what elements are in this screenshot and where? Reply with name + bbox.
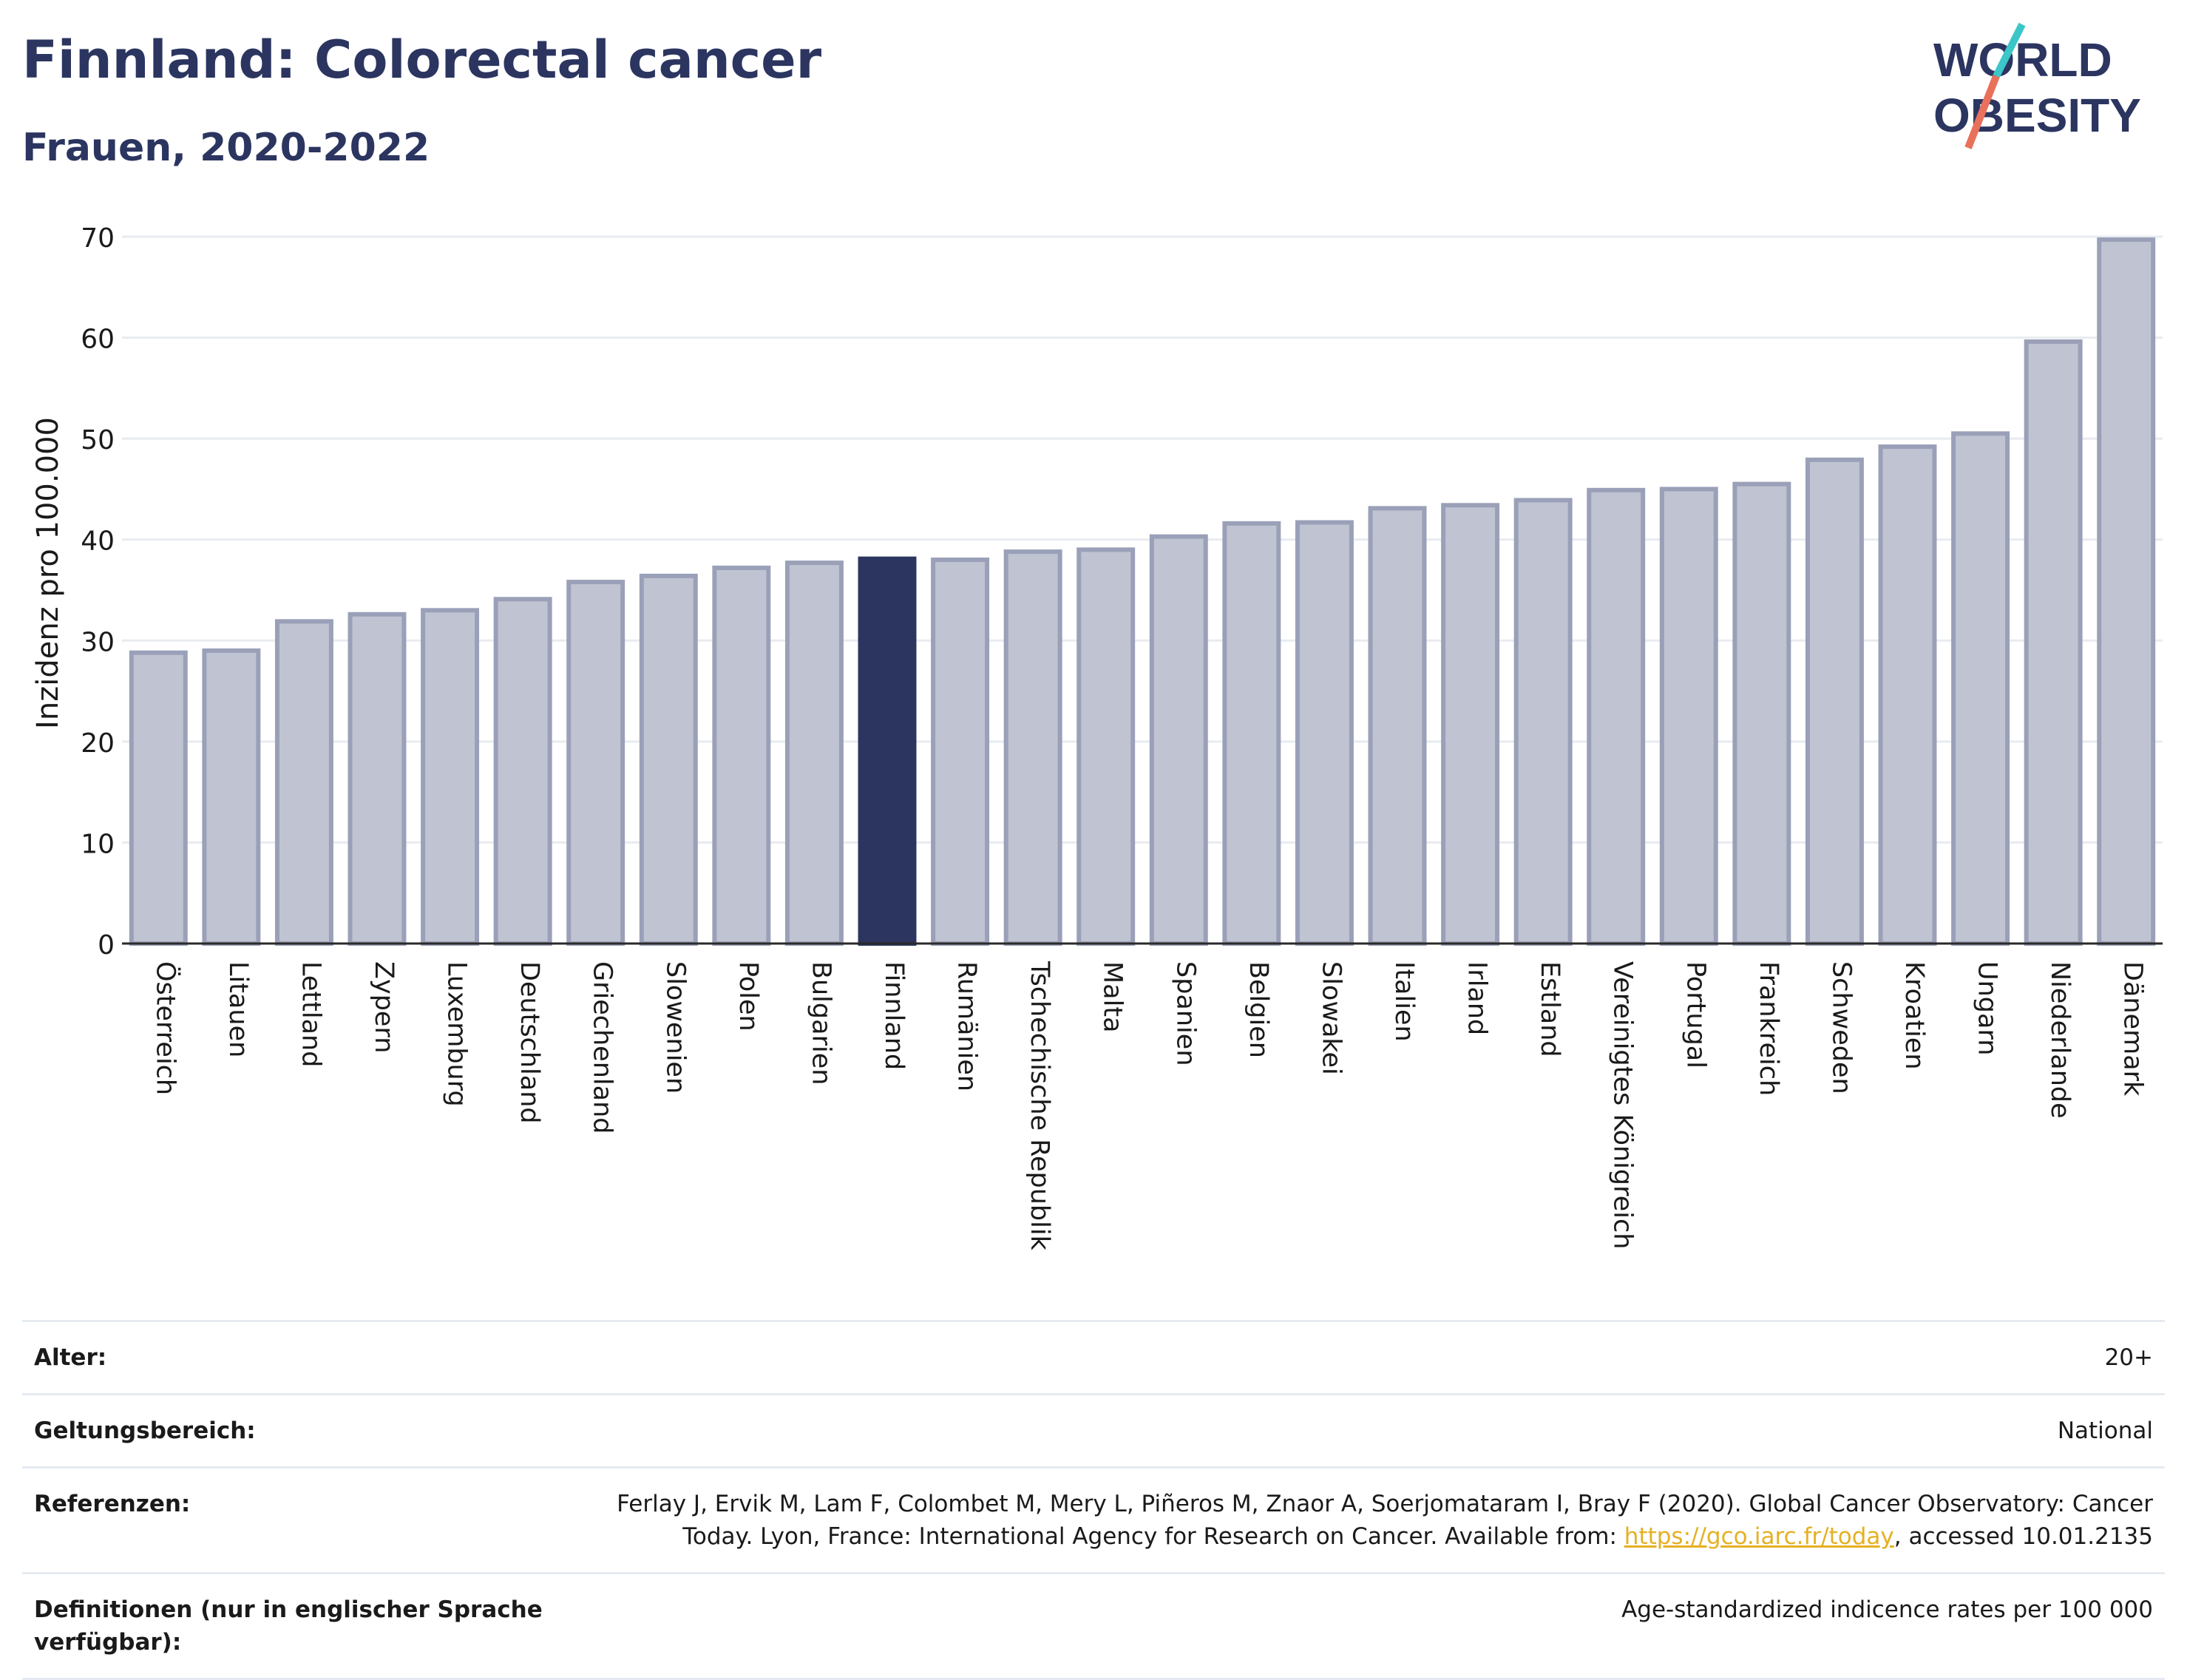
y-tick-label: 60 <box>81 325 115 355</box>
chart-bars <box>129 237 2156 946</box>
bar-portugal <box>1659 487 1718 946</box>
bar-belgien <box>1222 521 1281 946</box>
x-tick-label: Dänemark <box>2118 961 2148 1097</box>
x-tick-label: Zypern <box>369 961 399 1053</box>
logo-line2: OBESITY <box>1933 89 2141 142</box>
bar-kroatien <box>1878 444 1937 946</box>
x-tick-label: Schweden <box>1826 961 1856 1094</box>
logo-stripe-coral-icon <box>1964 75 2000 149</box>
y-tick-label: 70 <box>81 223 115 254</box>
chart-title: Finnland: Colorectal cancer <box>22 30 822 90</box>
x-tick-label: Spanien <box>1170 961 1200 1066</box>
meta-row-definitions: Definitionen (nur in englischer Sprache … <box>22 1572 2165 1680</box>
meta-key: Referenzen: <box>34 1491 191 1517</box>
x-axis-ticks: Österreich Litauen Lettland Zypern Luxemburg… <box>150 961 2147 1251</box>
meta-row-age: Alter: 20+ <box>22 1320 2165 1393</box>
x-tick-label: Polen <box>733 961 763 1032</box>
y-tick-label: 10 <box>81 829 115 859</box>
reference-link[interactable]: https://gco.iarc.fr/today <box>1624 1523 1894 1550</box>
x-tick-label: Griechenland <box>588 961 617 1134</box>
bar-polen <box>712 565 771 946</box>
bar-slowenien <box>639 573 698 946</box>
x-tick-label: Lettland <box>296 961 325 1067</box>
metadata-table: Alter: 20+ Geltungsbereich: National Ref… <box>22 1320 2165 1680</box>
meta-value: Ferlay J, Ervik M, Lam F, Colombet M, Me… <box>600 1488 2153 1553</box>
y-axis-ticks: 0 10 20 30 40 50 60 70 <box>81 223 115 961</box>
x-tick-label: Slowenien <box>660 961 690 1094</box>
reference-accessed: , accessed 10.01.2135 <box>1893 1523 2153 1550</box>
x-tick-label: Rumänien <box>952 961 982 1091</box>
y-tick-label: 20 <box>81 728 115 759</box>
y-tick-label: 40 <box>81 526 115 557</box>
bar-niederlande <box>2024 339 2083 946</box>
bar-deutschland <box>493 597 552 946</box>
reference-text: Ferlay J, Ervik M, Lam F, Colombet M, Me… <box>617 1491 2153 1550</box>
bar-ungarn <box>1951 431 2010 946</box>
x-tick-label: Irland <box>1462 961 1492 1035</box>
bar-irland <box>1441 503 1500 946</box>
x-tick-label: Vereinigtes Königreich <box>1608 961 1638 1249</box>
bar-lettland <box>274 619 333 946</box>
x-tick-label: Portugal <box>1681 961 1710 1068</box>
y-axis-label: Inzidenz pro 100.000 <box>31 417 65 729</box>
x-tick-label: Österreich <box>150 961 181 1095</box>
x-tick-label: Deutschland <box>515 961 544 1124</box>
x-tick-label: Tschechische Republik <box>1025 961 1054 1251</box>
bar-griechenland <box>566 580 625 946</box>
meta-value: 20+ <box>2104 1344 2153 1371</box>
bar-spanien <box>1149 534 1208 946</box>
x-tick-label: Niederlande <box>2045 961 2075 1119</box>
chart-subtitle: Frauen, 2020-2022 <box>22 126 430 170</box>
logo-stripe-teal-icon <box>1993 22 2026 78</box>
bar-litauen <box>202 648 261 946</box>
bar-malta <box>1076 547 1136 946</box>
meta-key: Alter: <box>34 1344 107 1371</box>
y-tick-label: 50 <box>81 425 115 455</box>
meta-value: National <box>2057 1418 2153 1444</box>
meta-row-references: Referenzen: Ferlay J, Ervik M, Lam F, Co… <box>22 1466 2165 1572</box>
bar-zypern <box>347 612 407 946</box>
x-tick-label: Luxemburg <box>442 961 472 1107</box>
x-tick-label: Bulgarien <box>806 961 835 1085</box>
bar-chart: 0 10 20 30 40 50 60 70 Österreich Litauen Lettlan… <box>31 223 2163 1251</box>
y-tick-label: 0 <box>98 930 115 961</box>
bar-österreich <box>129 650 188 946</box>
x-tick-label: Estland <box>1535 961 1564 1057</box>
x-tick-label: Kroatien <box>1899 961 1929 1070</box>
bar-italien <box>1368 506 1427 946</box>
x-tick-label: Finnland <box>879 961 909 1070</box>
bar-dänemark <box>2097 237 2156 946</box>
meta-value: Age-standardized indicence rates per 100… <box>1621 1596 2153 1623</box>
x-tick-label: Slowakei <box>1316 961 1346 1075</box>
y-tick-label: 30 <box>81 627 115 657</box>
x-tick-label: Frankreich <box>1754 961 1783 1096</box>
bar-schweden <box>1805 457 1864 946</box>
x-tick-label: Litauen <box>223 961 253 1057</box>
bar-luxemburg <box>421 608 480 946</box>
bar-vereinigtes-königreich <box>1587 487 1646 946</box>
bar-bulgarien <box>784 560 844 946</box>
meta-key: Definitionen (nur in englischer Sprache … <box>34 1596 543 1656</box>
bar-rumänien <box>931 558 990 946</box>
bar-finnland <box>858 556 917 946</box>
x-tick-label: Malta <box>1098 961 1128 1033</box>
x-tick-label: Ungarn <box>1973 961 2002 1055</box>
x-tick-label: Italien <box>1389 961 1419 1042</box>
meta-key: Geltungsbereich: <box>34 1418 256 1444</box>
bar-estland <box>1513 498 1573 946</box>
x-tick-label: Belgien <box>1244 961 1273 1058</box>
world-obesity-logo: WORLD OBESITY <box>1933 22 2141 149</box>
bar-tschechische-republik <box>1003 549 1062 946</box>
logo-line1: WORLD <box>1933 33 2112 87</box>
bar-frankreich <box>1732 481 1791 946</box>
meta-row-scope: Geltungsbereich: National <box>22 1393 2165 1466</box>
bar-slowakei <box>1295 520 1354 946</box>
